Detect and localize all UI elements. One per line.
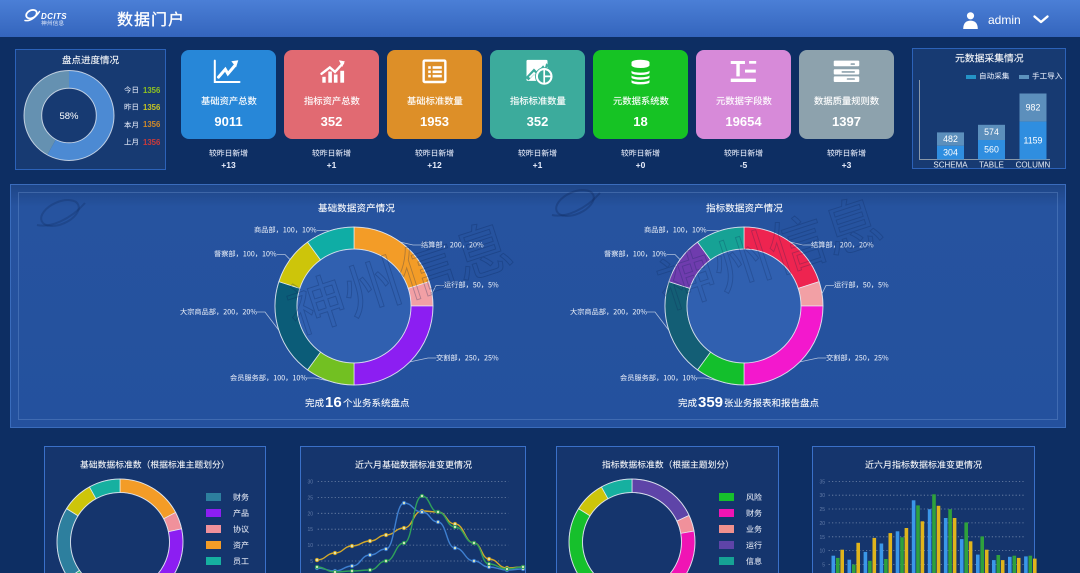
svg-text:TABLE: TABLE — [979, 161, 1004, 170]
svg-text:25: 25 — [307, 495, 313, 501]
svg-text:COLUMN: COLUMN — [1016, 161, 1051, 170]
svg-text:15: 15 — [307, 527, 313, 533]
svg-text:35: 35 — [819, 480, 825, 486]
svg-text:5: 5 — [822, 563, 825, 569]
svg-text:574: 574 — [984, 127, 999, 137]
svg-text:20: 20 — [307, 511, 313, 517]
svg-text:482: 482 — [943, 134, 958, 144]
svg-text:15: 15 — [819, 535, 825, 541]
svg-text:30: 30 — [307, 480, 313, 486]
svg-text:58%: 58% — [59, 111, 79, 122]
svg-text:560: 560 — [984, 145, 999, 155]
svg-text:25: 25 — [819, 507, 825, 513]
svg-text:1159: 1159 — [1024, 136, 1043, 146]
svg-text:10: 10 — [307, 543, 313, 549]
svg-text:5: 5 — [310, 559, 313, 565]
svg-text:10: 10 — [819, 549, 825, 555]
svg-text:30: 30 — [819, 493, 825, 499]
svg-text:SCHEMA: SCHEMA — [933, 161, 968, 170]
svg-text:982: 982 — [1026, 103, 1041, 113]
svg-text:20: 20 — [819, 521, 825, 527]
svg-text:304: 304 — [943, 148, 958, 158]
